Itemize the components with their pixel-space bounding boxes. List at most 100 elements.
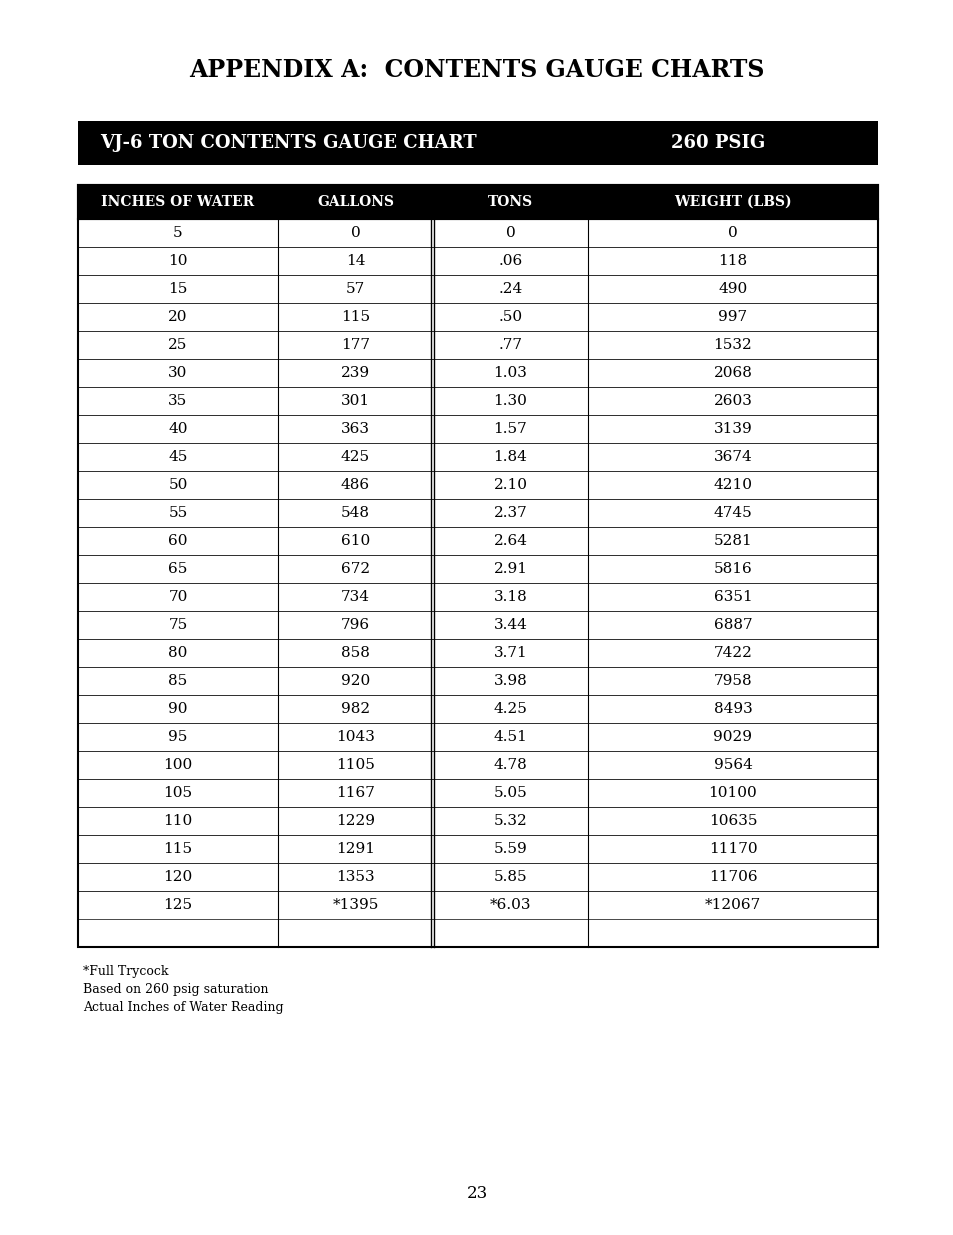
Text: 10: 10 [168,254,188,268]
Text: 45: 45 [168,450,188,464]
Text: INCHES OF WATER: INCHES OF WATER [101,195,254,209]
Text: 177: 177 [340,338,370,352]
Text: 1105: 1105 [335,758,375,772]
Text: 548: 548 [340,506,370,520]
Text: 0: 0 [727,226,737,240]
Text: 118: 118 [718,254,747,268]
Text: 60: 60 [168,534,188,548]
Text: 5: 5 [173,226,183,240]
Bar [78,751,877,779]
Bar [78,443,877,471]
Text: 1167: 1167 [335,785,375,800]
Text: 4.78: 4.78 [493,758,527,772]
Text: 3.71: 3.71 [493,646,527,659]
Text: 20: 20 [168,310,188,324]
Text: 35: 35 [168,394,188,408]
Text: 2068: 2068 [713,366,752,380]
Text: 363: 363 [340,422,370,436]
Text: 734: 734 [340,590,370,604]
Text: 25: 25 [168,338,188,352]
Text: 40: 40 [168,422,188,436]
Text: 9029: 9029 [713,730,752,743]
Text: 2603: 2603 [713,394,752,408]
Text: 15: 15 [168,282,188,296]
Text: *6.03: *6.03 [489,898,531,911]
Bar [78,611,877,638]
Text: 5.32: 5.32 [493,814,527,827]
Text: 7422: 7422 [713,646,752,659]
Text: 3.18: 3.18 [493,590,527,604]
Text: 1.03: 1.03 [493,366,527,380]
Bar [78,471,877,499]
Text: 5816: 5816 [713,562,752,576]
Text: 14: 14 [345,254,365,268]
Text: 115: 115 [163,842,193,856]
Text: 90: 90 [168,701,188,716]
Text: 5.59: 5.59 [493,842,527,856]
Bar [78,359,877,387]
Text: 9564: 9564 [713,758,752,772]
Text: 4.25: 4.25 [493,701,527,716]
Text: 5.05: 5.05 [493,785,527,800]
Text: 50: 50 [168,478,188,492]
Text: 11170: 11170 [708,842,757,856]
Text: 10635: 10635 [708,814,757,827]
Text: 5.85: 5.85 [493,869,527,884]
Text: 30: 30 [168,366,188,380]
Text: 1.30: 1.30 [493,394,527,408]
Bar [78,555,877,583]
Text: 6351: 6351 [713,590,752,604]
Text: 57: 57 [346,282,365,296]
Text: 10100: 10100 [708,785,757,800]
Text: 23: 23 [466,1184,487,1202]
Text: 3.44: 3.44 [493,618,527,632]
Text: 110: 110 [163,814,193,827]
Text: 105: 105 [163,785,193,800]
Text: 1229: 1229 [335,814,375,827]
Text: Based on 260 psig saturation: Based on 260 psig saturation [83,983,268,995]
Text: .24: .24 [497,282,522,296]
Text: 486: 486 [340,478,370,492]
Text: 115: 115 [340,310,370,324]
Text: 425: 425 [340,450,370,464]
Text: GALLONS: GALLONS [316,195,394,209]
Text: 55: 55 [168,506,188,520]
Text: 80: 80 [168,646,188,659]
Text: 260 PSIG: 260 PSIG [670,135,764,152]
Text: 1353: 1353 [335,869,375,884]
Text: 2.37: 2.37 [493,506,527,520]
Text: 70: 70 [168,590,188,604]
Text: .06: .06 [497,254,522,268]
Bar [78,527,877,555]
Text: 7958: 7958 [713,674,752,688]
Text: TONS: TONS [487,195,533,209]
Text: 100: 100 [163,758,193,772]
Text: 858: 858 [341,646,370,659]
Text: 0: 0 [351,226,360,240]
Text: .77: .77 [498,338,522,352]
Bar [78,890,877,919]
Bar [78,185,877,947]
Bar [78,667,877,695]
Text: 1.84: 1.84 [493,450,527,464]
Bar [78,303,877,331]
Text: 95: 95 [168,730,188,743]
Text: 610: 610 [340,534,370,548]
Text: 3.98: 3.98 [493,674,527,688]
Bar [78,219,877,247]
Text: 85: 85 [168,674,188,688]
Bar [78,415,877,443]
Text: 4210: 4210 [713,478,752,492]
Text: 0: 0 [505,226,515,240]
Text: *12067: *12067 [704,898,760,911]
Text: WEIGHT (LBS): WEIGHT (LBS) [674,195,791,209]
Text: *Full Trycock: *Full Trycock [83,965,169,978]
Text: 920: 920 [340,674,370,688]
Bar [78,863,877,890]
Text: 982: 982 [340,701,370,716]
Text: *1395: *1395 [332,898,378,911]
Bar [78,583,877,611]
Bar [78,499,877,527]
Text: 239: 239 [340,366,370,380]
Text: 1.57: 1.57 [493,422,527,436]
